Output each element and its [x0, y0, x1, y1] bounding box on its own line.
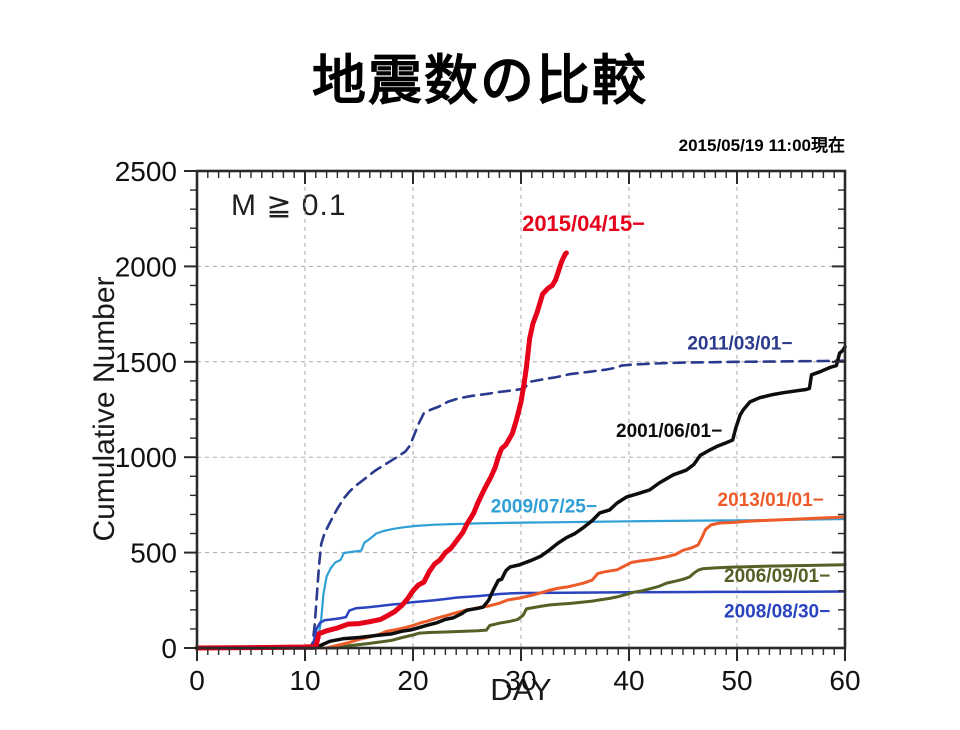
y-tick-label: 0	[161, 633, 177, 664]
series-label-20060901: 2006/09/01−	[724, 566, 830, 587]
series-label-20130101: 2013/01/01−	[718, 490, 824, 511]
series-label-20110301: 2011/03/01−	[687, 333, 792, 354]
series-label-20010601: 2001/06/01−	[616, 421, 722, 442]
timestamp-note: 2015/05/19 11:00現在	[678, 136, 845, 155]
y-tick-label: 2000	[115, 251, 177, 282]
series-line-20080830	[195, 590, 847, 650]
x-tick-label: 50	[721, 665, 752, 696]
x-tick-label: 60	[829, 665, 860, 696]
x-tick-label: 40	[613, 665, 644, 696]
series-line-20150415	[194, 250, 569, 651]
x-axis-label: DAY	[490, 672, 552, 707]
series-label-20090725: 2009/07/25−	[491, 497, 597, 518]
y-tick-label: 2500	[115, 156, 177, 187]
series-label-20080830: 2008/08/30−	[724, 601, 830, 622]
x-tick-label: 0	[189, 665, 205, 696]
series-label-20150415: 2015/04/15−	[522, 211, 645, 236]
y-tick-label: 500	[130, 538, 177, 569]
y-tick-label: 1000	[115, 442, 177, 473]
series-line-20060901	[195, 563, 847, 650]
series-line-20110301	[195, 359, 847, 650]
x-tick-label: 10	[289, 665, 320, 696]
x-tick-label: 20	[397, 665, 428, 696]
series-line-20010601	[195, 345, 847, 650]
page-title: 地震数の比較	[312, 51, 648, 111]
series-line-20130101	[195, 515, 847, 650]
series-line-20090725	[195, 517, 847, 650]
y-tick-label: 1500	[115, 347, 177, 378]
x-tick-label: 30	[505, 665, 536, 696]
magnitude-annotation: M ≧ 0.1	[231, 189, 347, 222]
